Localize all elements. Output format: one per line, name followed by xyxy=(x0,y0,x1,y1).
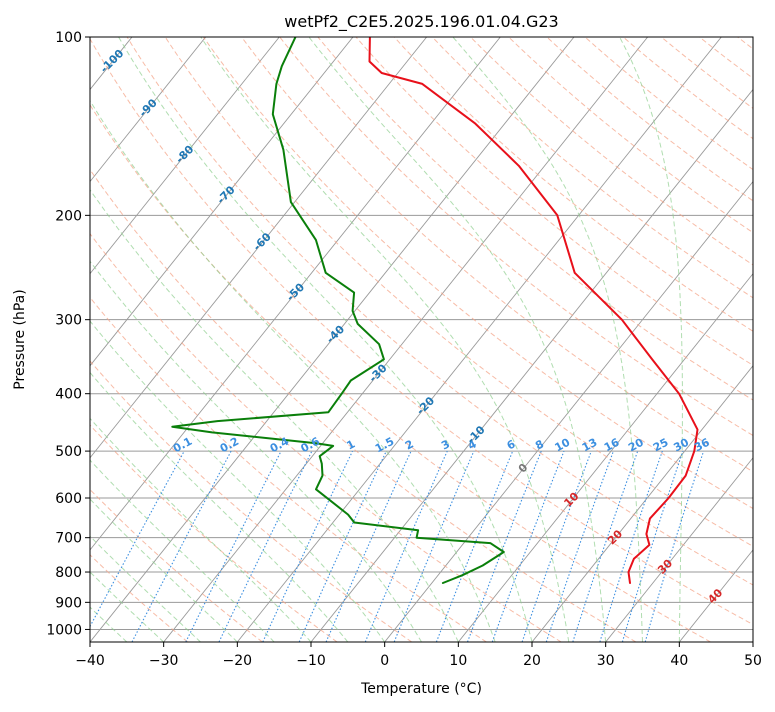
chart-title: wetPf2_C2E5.2025.196.01.04.G23 xyxy=(284,12,558,32)
x-tick-label: 40 xyxy=(670,653,688,669)
y-axis-label: Pressure (hPa) xyxy=(12,289,28,389)
x-tick-label: −40 xyxy=(75,653,105,669)
x-tick-label: −30 xyxy=(149,653,179,669)
y-tick-label: 900 xyxy=(55,595,82,611)
x-tick-label: 50 xyxy=(744,653,762,669)
y-tick-label: 100 xyxy=(55,30,82,46)
y-tick-label: 1000 xyxy=(46,622,82,638)
x-axis-label: Temperature (°C) xyxy=(360,681,482,697)
x-tick-label: −20 xyxy=(223,653,253,669)
x-tick-label: 20 xyxy=(523,653,541,669)
x-tick-label: 10 xyxy=(449,653,467,669)
y-tick-label: 400 xyxy=(55,387,82,403)
y-tick-label: 600 xyxy=(55,491,82,507)
y-tick-label: 200 xyxy=(55,208,82,224)
y-tick-label: 300 xyxy=(55,313,82,329)
x-tick-label: 0 xyxy=(380,653,389,669)
y-tick-label: 700 xyxy=(55,531,82,547)
x-tick-label: −10 xyxy=(296,653,326,669)
y-tick-label: 800 xyxy=(55,565,82,581)
y-tick-label: 500 xyxy=(55,444,82,460)
x-tick-label: 30 xyxy=(597,653,615,669)
